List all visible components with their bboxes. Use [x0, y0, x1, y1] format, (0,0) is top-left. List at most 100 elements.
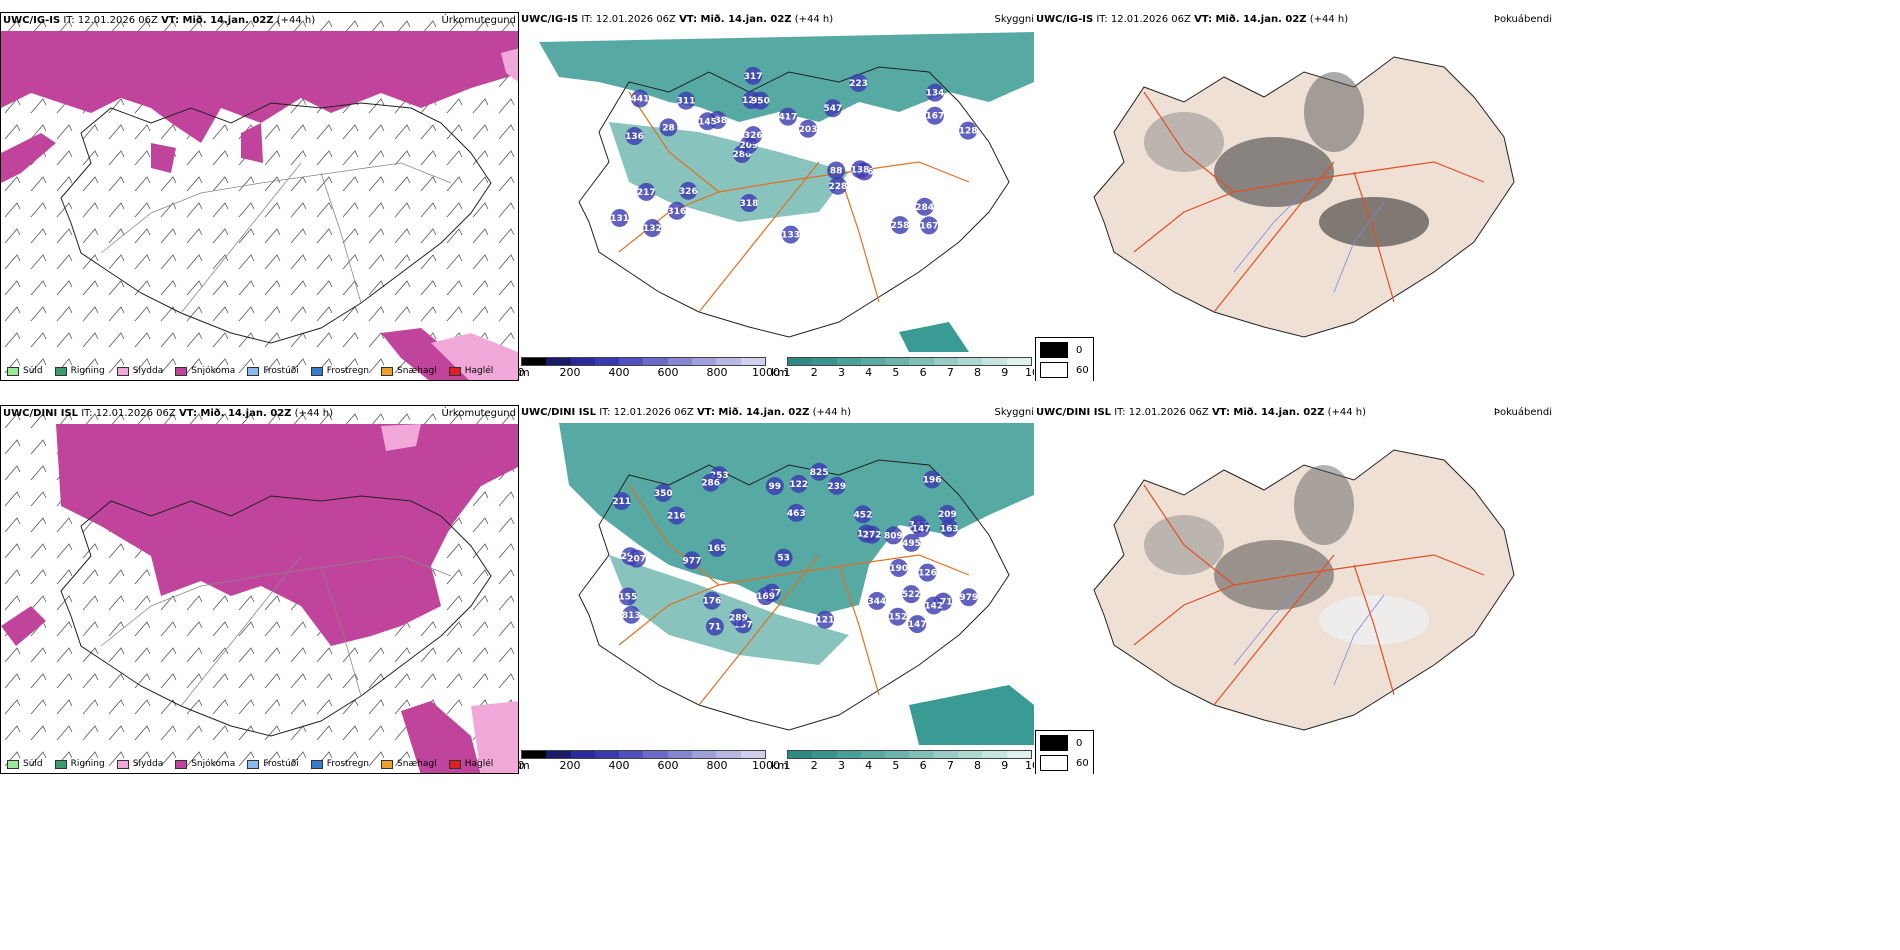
colorbar-segment: [860, 358, 886, 365]
ceiling-spot: [705, 617, 724, 636]
ceiling-label: 326: [679, 187, 698, 197]
colorbar-segment: [788, 358, 813, 365]
ceiling-spot: [756, 587, 775, 606]
ceiling-spot: [853, 505, 872, 524]
legend-label: Frostúði: [263, 759, 299, 769]
colorbar-tick: 1000: [752, 759, 780, 772]
ceiling-spot: [744, 66, 763, 85]
colorbar-segment: [860, 751, 886, 758]
ceiling-label: 223: [849, 79, 868, 89]
legend-swatch: [381, 366, 394, 376]
ceiling-spot: [923, 470, 942, 489]
ceiling-label: 317: [744, 72, 763, 82]
colorbar-segment: [716, 751, 741, 758]
legend-label: Frostregn: [326, 366, 370, 376]
fog-scale-box: 0 60: [1035, 730, 1094, 774]
colorbar-tick: 6: [919, 366, 927, 379]
legend-swatch: [116, 366, 129, 376]
colorbar-segment: [570, 751, 595, 758]
snow-area: [401, 701, 481, 773]
colorbar-segment: [812, 358, 837, 365]
legend-label: Frostúði: [263, 366, 299, 376]
panel-variable-label: Þokuábendi: [1493, 407, 1552, 418]
ceiling-label: 203: [799, 125, 818, 135]
roads: [1133, 91, 1485, 313]
legend-label: Haglél: [464, 759, 494, 769]
ceiling-spot: [823, 99, 842, 118]
snow-area: [381, 328, 470, 380]
precip-map: [1, 13, 518, 380]
ceiling-spot: [744, 126, 763, 145]
colorbar-segment: [716, 358, 741, 365]
ceiling-spot: [789, 474, 808, 493]
legend-swatch: [175, 759, 188, 769]
ceiling-label: 284: [915, 203, 934, 213]
legend-label: Slydda: [132, 759, 164, 769]
ceiling-label: 495: [902, 539, 921, 549]
panel-variable-label: Skyggni: [994, 14, 1034, 25]
panel-variable-label: Þokuábendi: [1493, 14, 1552, 25]
roads: [1133, 484, 1485, 706]
legend-item: Súld: [7, 366, 43, 376]
legend-swatch: [7, 366, 19, 376]
ceiling-label: 207: [627, 555, 646, 565]
ceiling-spot: [902, 533, 921, 552]
legend-item: Frostregn: [310, 759, 369, 769]
ceiling-spot: [679, 181, 698, 200]
ceiling-spot: [677, 91, 696, 110]
legend-swatch: [310, 759, 323, 769]
colorbar-tick: 2: [810, 366, 818, 379]
ceiling-spot: [698, 112, 717, 131]
ceiling-spot: [612, 492, 631, 511]
roads: [618, 91, 970, 313]
rivers: [1233, 181, 1385, 293]
colorbar-tick: 10: [1025, 366, 1034, 379]
legend-label: Rigning: [70, 366, 105, 376]
rivers: [1233, 574, 1385, 686]
colorbar-segment: [1006, 751, 1031, 758]
precip-legend: Súld Rigning Slydda Snjókoma Frostúði Frostre…: [7, 366, 493, 376]
ceiling-label: 239: [827, 482, 846, 492]
legend-item: Frostúði: [247, 366, 299, 376]
colorbar-segment: [1006, 358, 1031, 365]
ceiling-spot: [926, 83, 945, 102]
ceiling-spot: [920, 216, 939, 235]
cloud-visibility-map: 5222091714638132533471761962161632114951…: [559, 423, 1034, 745]
ceiling-spot: [959, 588, 978, 607]
panel-title: UWC/DINI ISL IT: 12.01.2026 06Z VT: Mið.…: [1036, 407, 1367, 418]
ceiling-label: 316: [668, 207, 687, 217]
precip-panel-row2: UWC/DINI ISL IT: 12.01.2026 06Z VT: Mið.…: [0, 405, 519, 774]
panel-title: UWC/IG-IS IT: 12.01.2026 06Z VT: Mið. 14…: [521, 14, 834, 25]
legend-item: Snjókoma: [175, 759, 235, 769]
legend-swatch: [116, 759, 129, 769]
iceland-outline: [60, 102, 492, 344]
colorbar-segment: [982, 751, 1007, 758]
colorbar-tick: 200: [559, 366, 581, 379]
fog-scale-box: 0 60: [1035, 337, 1094, 381]
ceiling-label: 171: [934, 598, 953, 608]
snow-area: [1, 133, 56, 183]
colorbar-tick: 400: [608, 366, 630, 379]
colorbar-tick: 8: [974, 759, 982, 772]
roads: [100, 555, 452, 707]
panel-variable-label: Úrkomutegund: [441, 15, 516, 26]
ceiling-spot: [863, 525, 882, 544]
fog-scale-swatch-bottom: [1040, 755, 1068, 771]
ceiling-spot: [827, 476, 846, 495]
ceiling-label: 190: [889, 564, 908, 574]
panel-title: UWC/DINI ISL IT: 12.01.2026 06Z VT: Mið.…: [521, 407, 852, 418]
ceiling-spot: [654, 484, 673, 503]
fog-area: [1144, 112, 1224, 172]
ceiling-spot: [828, 176, 847, 195]
colorbar-segment: [522, 358, 547, 365]
precip-panel-row1: UWC/IG-IS IT: 12.01.2026 06Z VT: Mið. 14…: [0, 12, 519, 381]
ceiling-spot: [915, 197, 934, 216]
legend-item: Haglél: [448, 759, 494, 769]
legend-label: Súld: [23, 366, 43, 376]
snow-area: [151, 143, 176, 173]
colorbar-tick: 4: [865, 366, 873, 379]
legend-label: Súld: [23, 759, 43, 769]
ceiling-label: 167: [920, 221, 939, 231]
low-visibility-area: [609, 555, 849, 665]
ceiling-label: 209: [739, 141, 758, 151]
